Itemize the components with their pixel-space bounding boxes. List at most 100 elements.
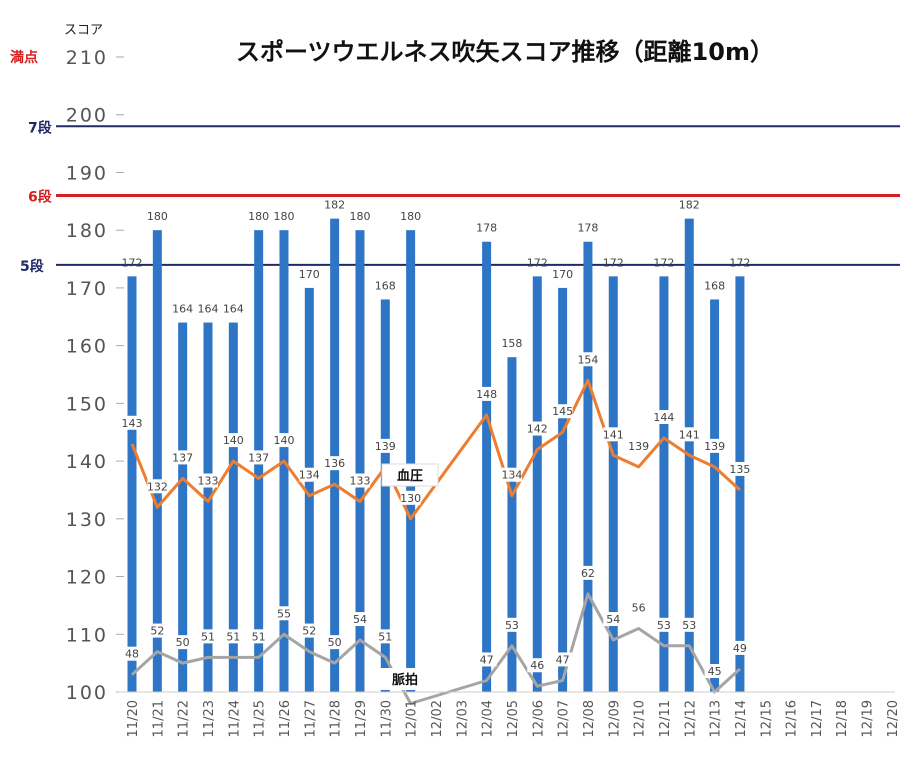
data-label-bg	[577, 352, 598, 367]
pulse-label: 53	[657, 619, 671, 632]
y-tick-label: 120	[66, 567, 108, 589]
data-labels: 172 180 164 164 164 180 180 170 182 180 168 180 178 1…	[122, 199, 750, 690]
score-label: 164	[223, 303, 244, 316]
score-bar	[507, 357, 517, 692]
score-label: 182	[324, 199, 345, 212]
x-tick-label: 11/28	[329, 700, 344, 737]
blood-pressure-label: 136	[324, 457, 345, 470]
x-tick-label: 11/23	[202, 700, 217, 737]
x-tick-label: 12/16	[785, 700, 800, 737]
data-label-bg	[729, 461, 750, 476]
pulse-label: 53	[682, 619, 696, 632]
blood-pressure-label: 141	[603, 428, 624, 441]
x-tick-label: 12/05	[506, 700, 521, 737]
series-label-bg	[377, 668, 433, 690]
score-label: 180	[349, 210, 370, 223]
x-tick-label: 12/03	[455, 700, 470, 737]
pulse-label: 53	[505, 619, 519, 632]
score-label: 182	[679, 199, 700, 212]
pulse-label: 51	[252, 630, 266, 643]
series-lines	[130, 378, 741, 705]
y-tick-label: 100	[66, 682, 108, 704]
x-tick-label: 11/24	[227, 700, 242, 737]
reference-lines: 満点 7段 6段 5段	[10, 49, 900, 275]
score-bar	[380, 299, 390, 692]
score-label: 172	[527, 256, 548, 269]
data-label-bg	[122, 646, 142, 661]
reference-line-label: 7段	[28, 119, 52, 136]
pulse-label: 47	[556, 653, 570, 666]
data-label-bg	[324, 456, 345, 471]
score-bar	[152, 230, 162, 692]
data-label-bg	[704, 438, 725, 453]
y-tick-label: 130	[66, 509, 108, 531]
data-label-bg	[653, 617, 674, 632]
blood-pressure-label: 139	[704, 440, 725, 453]
x-tick-label: 12/20	[886, 700, 900, 737]
chart-title: スポーツウエルネス吹矢スコア推移（距離10m）	[236, 38, 774, 66]
data-label-bg	[122, 415, 142, 430]
score-label: 172	[603, 256, 624, 269]
data-label-bg	[147, 479, 168, 494]
x-tick-label: 12/17	[810, 700, 825, 737]
score-label: 172	[122, 256, 143, 269]
data-label-bg	[628, 600, 649, 615]
data-label-bg	[577, 565, 598, 580]
pulse-label: 47	[480, 653, 494, 666]
pulse-label: 62	[581, 567, 595, 580]
pulse-label: 51	[226, 630, 240, 643]
data-label-bg	[349, 473, 370, 488]
blood-pressure-label: 144	[653, 411, 674, 424]
blood-pressure-label: 133	[197, 475, 218, 488]
data-label-bg	[476, 386, 497, 401]
x-tick-label: 12/04	[481, 700, 496, 737]
score-label: 180	[248, 210, 269, 223]
y-axis: 100 110 120 130 140 150 160 170 180 190 200 210	[66, 47, 124, 704]
score-bars	[127, 218, 745, 693]
x-tick-label: 12/19	[861, 700, 876, 737]
blood-pressure-label: 139	[375, 440, 396, 453]
pulse-label: 45	[708, 665, 722, 678]
score-bar	[532, 276, 542, 692]
score-label: 170	[299, 268, 320, 281]
data-label-bg	[400, 490, 421, 505]
series-label: 脈拍	[392, 672, 418, 688]
x-tick-label: 12/08	[582, 700, 597, 737]
data-label-bg	[527, 421, 548, 436]
pulse-line	[130, 592, 741, 705]
x-tick-label: 12/09	[607, 700, 622, 737]
data-label-bg	[679, 427, 700, 442]
blood-pressure-label: 132	[147, 480, 168, 493]
reference-line-label: 6段	[28, 189, 52, 206]
y-tick-label: 180	[66, 220, 108, 242]
blood-pressure-label: 137	[172, 451, 193, 464]
score-bar	[482, 241, 492, 692]
blood-pressure-label: 137	[248, 451, 269, 464]
x-tick-label: 11/26	[278, 700, 293, 737]
x-tick-label: 11/25	[253, 700, 268, 737]
score-label: 180	[400, 210, 421, 223]
score-label: 172	[653, 256, 674, 269]
data-label-bg	[172, 635, 193, 650]
score-bar	[583, 241, 593, 692]
data-label-bg	[501, 617, 522, 632]
pulse-label: 52	[150, 625, 164, 638]
score-label: 164	[172, 303, 193, 316]
data-label-bg	[147, 623, 168, 638]
score-bar	[228, 322, 238, 692]
data-label-bg	[375, 438, 396, 453]
data-label-bg	[349, 612, 370, 627]
blood-pressure-label: 142	[527, 423, 548, 436]
x-tick-label: 12/07	[557, 700, 572, 737]
score-label: 178	[577, 222, 598, 235]
score-bar	[710, 299, 720, 692]
y-tick-label: 150	[66, 393, 108, 415]
data-label-bg	[527, 658, 548, 673]
data-label-bg	[299, 467, 320, 482]
x-tick-label: 11/29	[354, 700, 369, 737]
x-tick-label: 11/30	[379, 700, 394, 737]
data-label-bg	[679, 617, 700, 632]
data-label-bg	[172, 450, 193, 465]
score-bar	[178, 322, 188, 692]
score-bar	[608, 276, 618, 692]
